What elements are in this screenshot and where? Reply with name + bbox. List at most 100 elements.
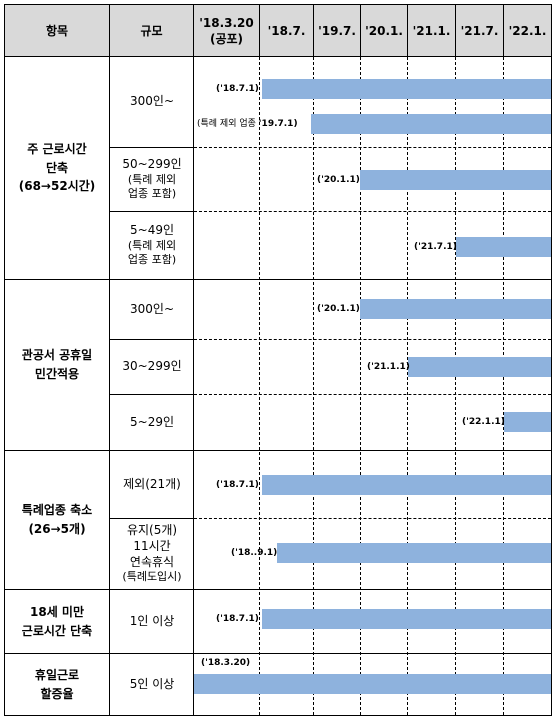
timeline-date-label: ('21.7.1) xyxy=(414,242,457,252)
row-divider-dashed xyxy=(194,518,551,519)
timeline-bar xyxy=(360,170,551,190)
column-divider-item xyxy=(109,57,110,715)
timeline-date-label: ('18.7.1) xyxy=(216,480,259,490)
timeline-date-label: ('22.1.1) xyxy=(462,417,505,427)
timeline-bar xyxy=(311,114,551,134)
scale-note: (특례도입시) xyxy=(122,570,182,584)
category-title-line: 관공서 공휴일 xyxy=(21,348,93,363)
timeline-date-label: ('20.1.1) xyxy=(317,304,360,314)
header-date-2: '18.7. xyxy=(260,5,314,57)
row-divider-dashed xyxy=(194,339,551,340)
timeline-gridline xyxy=(407,57,408,715)
scale-label: 11시간 xyxy=(133,539,171,554)
row-divider-dashed xyxy=(194,147,551,148)
scale-label: 제외(21개) xyxy=(123,476,181,491)
table-header xyxy=(5,5,551,57)
timeline-date-label: ('18.7.1) xyxy=(216,614,259,624)
scale-label: 1인 이상 xyxy=(129,613,175,628)
timeline-date-label: ('18.7.1) xyxy=(216,84,259,94)
row-divider xyxy=(109,518,194,519)
section-divider xyxy=(5,279,551,280)
scale-300-plus: 300인~ xyxy=(111,57,193,147)
scale-300-plus: 300인~ xyxy=(111,280,193,339)
section-divider xyxy=(5,653,551,654)
timeline-bar xyxy=(456,237,551,257)
scale-note: 업종 포함) xyxy=(127,187,177,201)
timeline-date-label: ('21.1.1) xyxy=(367,362,410,372)
category-title-line: 단축 xyxy=(45,160,69,175)
header-scale: 규모 xyxy=(110,5,194,57)
category-minors-hours: 18세 미만 근로시간 단축 xyxy=(5,590,109,653)
header-date-7: '22.1. xyxy=(508,23,547,38)
timeline-gridline xyxy=(360,57,361,715)
header-item: 항목 xyxy=(5,5,110,57)
category-title-line: (68→52시간) xyxy=(18,179,96,194)
timeline-bar xyxy=(262,79,551,99)
scale-label: 5인 이상 xyxy=(129,676,175,691)
scale-label: 연속휴식 xyxy=(129,554,175,569)
scale-1-plus: 1인 이상 xyxy=(111,590,193,653)
category-title-line: 주 근로시간 xyxy=(27,142,87,157)
row-divider-dashed xyxy=(194,394,551,395)
scale-5-29: 5~29인 xyxy=(111,395,193,450)
timeline-gridline xyxy=(455,57,456,715)
timeline-date-label: ('18.3.20) xyxy=(201,658,251,668)
scale-label: 300인~ xyxy=(130,94,174,109)
scale-note: (특례 제외 xyxy=(127,239,177,252)
scale-label: 유지(5개) xyxy=(126,523,178,538)
category-title-line: 할증율 xyxy=(40,686,74,701)
scale-label: 5~29인 xyxy=(130,414,174,429)
timeline-date-label: ('18..9.1) xyxy=(231,548,278,558)
category-working-hours: 주 근로시간 단축 (68→52시간) xyxy=(5,57,109,279)
scale-note: 업종 포함) xyxy=(127,253,177,267)
timeline-gridline xyxy=(503,57,504,715)
row-divider xyxy=(109,339,194,340)
header-date-4: '20.1. xyxy=(361,5,408,57)
header-date-6: '21.7. xyxy=(456,5,504,57)
timeline-bar xyxy=(408,357,551,377)
category-title-line: 휴일근로 xyxy=(34,667,80,682)
scale-note: (특례 제외 xyxy=(127,173,177,186)
scale-maintained: 유지(5개) 11시간 연속휴식 (특례도입시) xyxy=(111,519,193,589)
timeline-note: (특례 제외 업종 xyxy=(197,119,256,129)
row-divider xyxy=(109,394,194,395)
timeline-bar xyxy=(194,674,551,694)
timeline-gridline xyxy=(313,57,314,715)
column-divider-scale xyxy=(193,57,194,715)
category-title-line: 18세 미만 xyxy=(30,604,84,619)
header-date-1-main: '18.3.20 xyxy=(199,15,254,30)
scale-5-plus: 5인 이상 xyxy=(111,654,193,715)
header-date-1-sub: (공포) xyxy=(209,32,244,46)
row-divider-dashed xyxy=(194,211,551,212)
scale-label: 5~49인 xyxy=(130,223,174,238)
timeline-bar xyxy=(262,475,551,495)
timeline-bar xyxy=(262,609,551,629)
timeline-bar xyxy=(504,412,551,432)
section-divider xyxy=(5,450,551,451)
timeline-date-label: ('20.1.1) xyxy=(317,175,360,185)
category-special-industries: 특례업종 축소 (26→5개) xyxy=(5,451,109,589)
scale-label: 30~299인 xyxy=(122,359,182,374)
header-date-3: '19.7. xyxy=(314,5,361,57)
section-divider xyxy=(5,589,551,590)
scale-label: 300인~ xyxy=(130,301,174,316)
timeline-bar xyxy=(277,543,551,563)
category-public-holidays: 관공서 공휴일 민간적용 xyxy=(5,280,109,450)
scale-50-299: 50~299인 (특례 제외 업종 포함) xyxy=(111,148,193,211)
scale-label: 50~299인 xyxy=(122,157,182,172)
scale-excluded: 제외(21개) xyxy=(111,451,193,518)
row-divider xyxy=(109,147,194,148)
timeline-date-label: (특례 제외 업종 '19.7.1) xyxy=(197,118,298,130)
policy-timeline-table: 항목 규모 '18.3.20 (공포) '18.7. '19.7. '20.1.… xyxy=(4,4,552,716)
row-divider xyxy=(109,211,194,212)
category-title-line: 근로시간 단축 xyxy=(21,623,93,638)
scale-30-299: 30~299인 xyxy=(111,340,193,394)
category-title-line: 민간적용 xyxy=(34,367,80,381)
timeline-gridline xyxy=(259,57,260,715)
timeline-bar xyxy=(360,299,551,319)
category-title-line: (26→5개) xyxy=(28,522,86,536)
header-date-5: '21.1. xyxy=(408,5,456,57)
timeline-note-date: '19.7.1) xyxy=(258,119,298,129)
category-holiday-premium: 휴일근로 할증율 xyxy=(5,654,109,715)
header-date-1: '18.3.20 (공포) xyxy=(194,5,260,57)
